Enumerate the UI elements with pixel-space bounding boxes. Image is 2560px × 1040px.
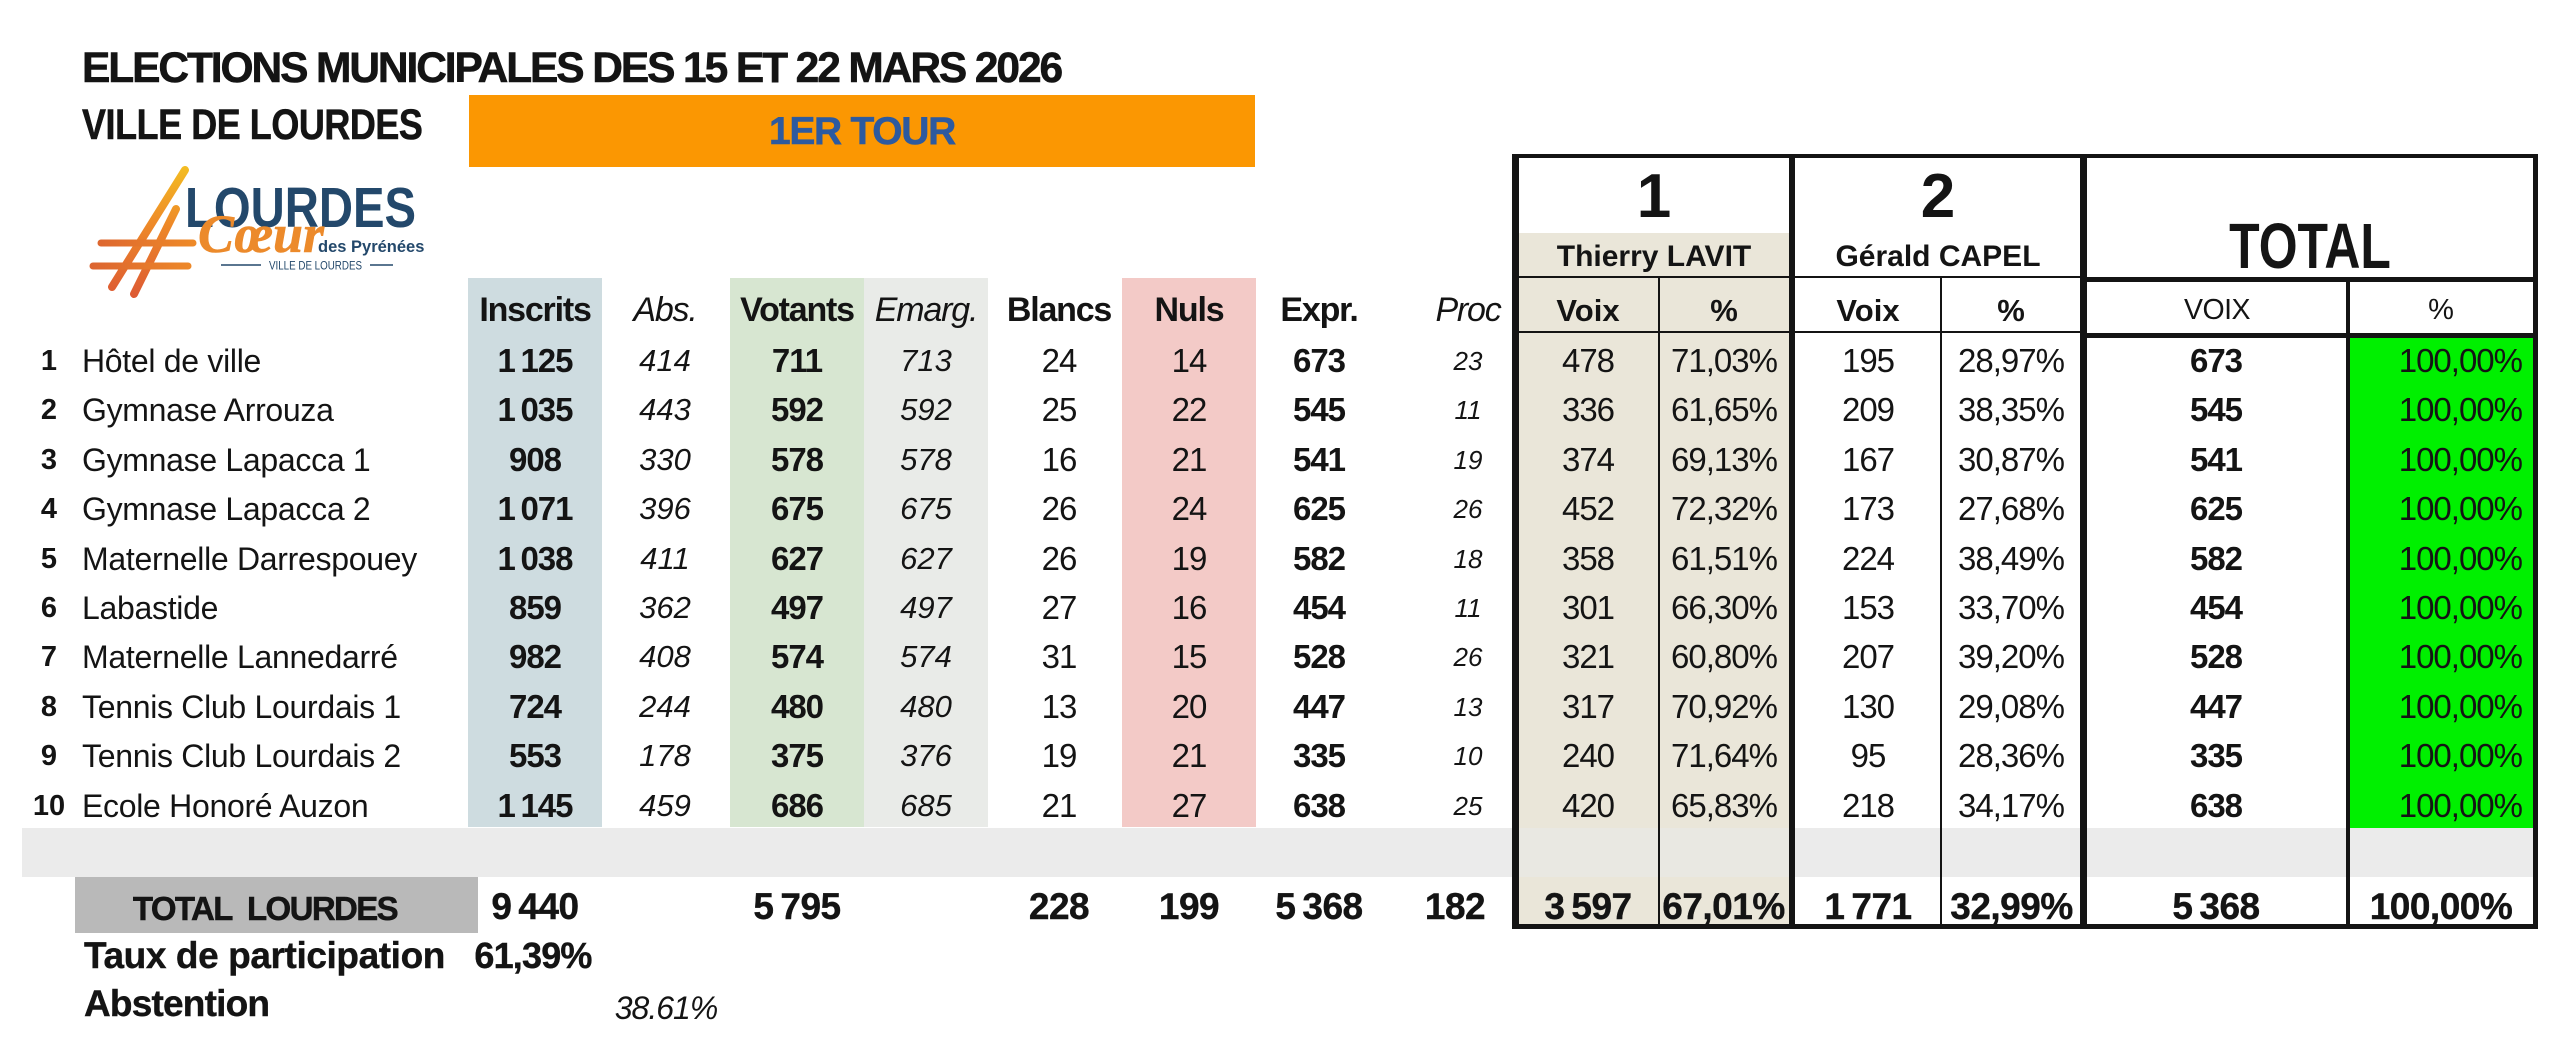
svg-text:VILLE DE LOURDES: VILLE DE LOURDES xyxy=(269,261,362,273)
svg-text:des Pyrénées: des Pyrénées xyxy=(318,238,424,256)
svg-text:Cœur: Cœur xyxy=(198,204,325,264)
svg-text:LOURDES: LOURDES xyxy=(185,176,416,240)
